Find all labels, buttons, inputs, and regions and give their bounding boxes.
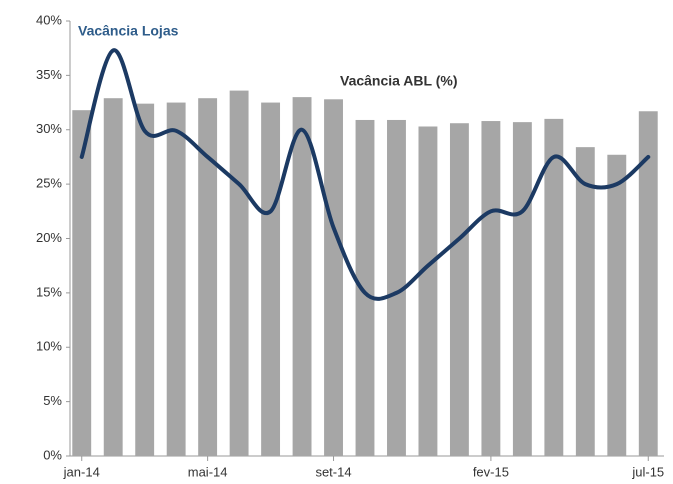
y-tick-label: 25% xyxy=(36,176,62,191)
y-tick-label: 30% xyxy=(36,121,62,136)
x-tick-label: jan-14 xyxy=(63,464,100,479)
bar xyxy=(261,102,281,456)
bar xyxy=(103,98,123,457)
bar xyxy=(229,90,249,456)
bar xyxy=(135,103,155,457)
bar xyxy=(512,122,532,456)
bar xyxy=(166,102,186,456)
bar xyxy=(481,121,501,457)
y-tick-label: 40% xyxy=(36,12,62,27)
y-tick-label: 15% xyxy=(36,284,62,299)
bar xyxy=(324,99,343,457)
bar xyxy=(198,98,218,457)
line-series-label: Vacância Lojas xyxy=(78,23,179,39)
bar xyxy=(418,126,438,457)
y-tick-label: 10% xyxy=(36,339,62,354)
bar xyxy=(449,123,469,456)
bar xyxy=(607,154,627,456)
x-tick-label: set-14 xyxy=(315,464,351,479)
bar xyxy=(575,147,595,456)
y-tick-label: 35% xyxy=(36,67,62,82)
bar xyxy=(544,118,564,456)
bar xyxy=(72,110,92,457)
bar xyxy=(292,97,312,456)
bar-series-label: Vacância ABL (%) xyxy=(340,73,458,89)
bar xyxy=(638,111,658,456)
x-tick-label: fev-15 xyxy=(473,464,509,479)
bar xyxy=(355,119,375,457)
line xyxy=(79,48,651,301)
y-tick-label: 20% xyxy=(36,230,62,245)
y-tick-label: 5% xyxy=(43,393,62,408)
bar xyxy=(387,119,406,457)
x-tick-label: mai-14 xyxy=(188,464,228,479)
x-tick-label: jul-15 xyxy=(631,464,664,479)
y-tick-label: 0% xyxy=(43,447,62,462)
